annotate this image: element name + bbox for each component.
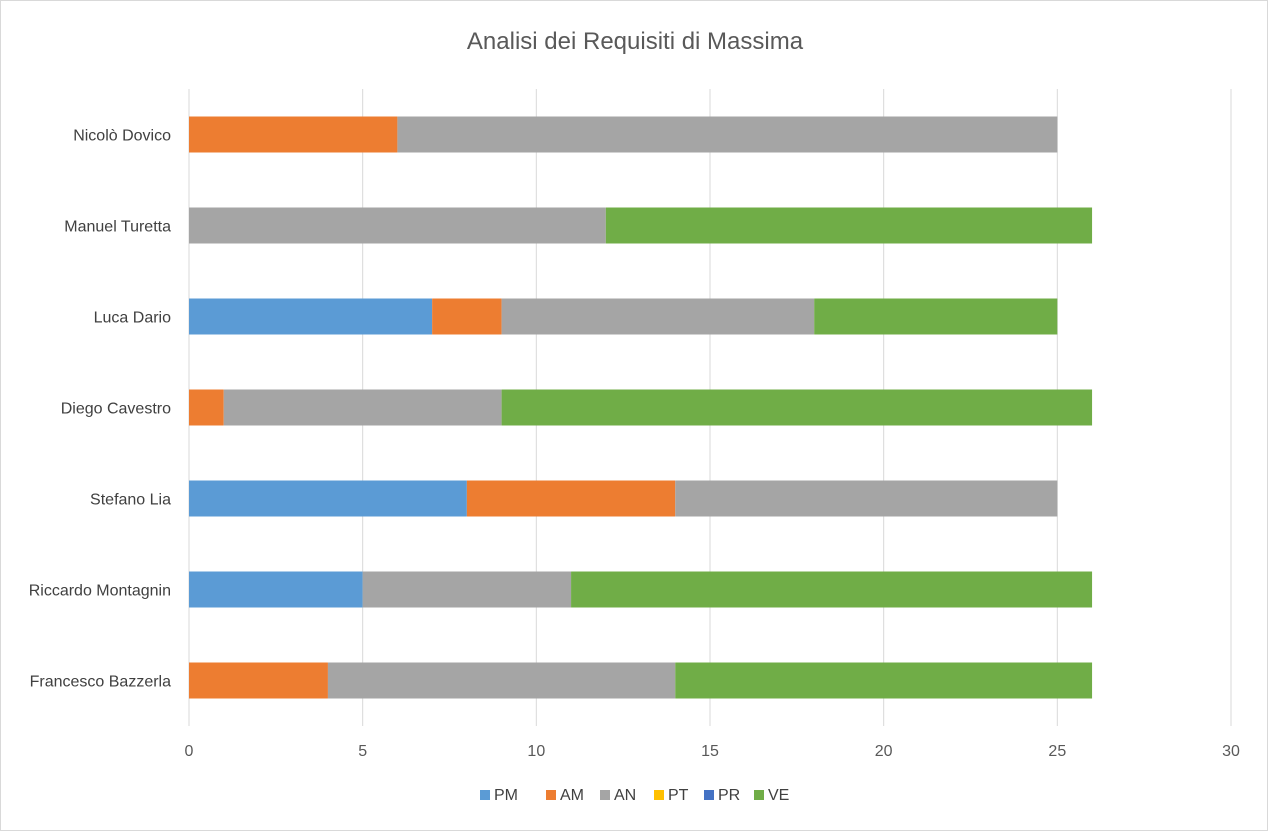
legend-label-pr: PR: [718, 787, 740, 804]
bar-an-5: [189, 207, 606, 244]
category-label: Stefano Lia: [90, 492, 171, 509]
x-tick-label: 10: [527, 743, 545, 760]
x-tick-label: 25: [1048, 743, 1066, 760]
bar-pm-1: [189, 571, 363, 608]
legend-swatch-pr: [704, 790, 714, 800]
category-label: Diego Cavestro: [61, 401, 171, 418]
bar-an-6: [397, 116, 1058, 153]
x-tick-label: 0: [185, 743, 194, 760]
bar-ve-3: [501, 389, 1093, 426]
bar-am-0: [189, 662, 328, 699]
bar-an-2: [675, 480, 1058, 517]
legend-swatch-ve: [754, 790, 764, 800]
category-label: Luca Dario: [94, 310, 171, 327]
bar-an-3: [223, 389, 502, 426]
x-tick-label: 20: [875, 743, 893, 760]
bar-am-6: [189, 116, 398, 153]
x-tick-label: 30: [1222, 743, 1240, 760]
category-label: Riccardo Montagnin: [29, 583, 171, 600]
bar-am-3: [189, 389, 224, 426]
bar-pm-4: [189, 298, 433, 335]
category-label: Manuel Turetta: [64, 219, 171, 236]
legend-label-ve: VE: [768, 787, 789, 804]
legend-swatch-an: [600, 790, 610, 800]
bar-an-1: [362, 571, 572, 608]
bar-pm-2: [189, 480, 467, 517]
legend-swatch-am: [546, 790, 556, 800]
legend-label-an: AN: [614, 787, 636, 804]
bar-ve-0: [675, 662, 1093, 699]
bar-am-2: [466, 480, 676, 517]
x-tick-label: 5: [358, 743, 367, 760]
category-labels: Francesco Bazzerla Riccardo Montagnin Stef…: [29, 128, 171, 691]
category-label: Nicolò Dovico: [73, 128, 171, 145]
bar-ve-4: [814, 298, 1058, 335]
legend-label-pt: PT: [668, 787, 689, 804]
x-tick-labels: 0 5 10 15 20 25 30: [185, 743, 1240, 760]
legend-label-pm: PM: [494, 787, 518, 804]
chart-title: Analisi dei Requisiti di Massima: [467, 28, 804, 55]
bar-am-4: [432, 298, 502, 335]
legend-label-am: AM: [560, 787, 584, 804]
category-label: Francesco Bazzerla: [30, 674, 171, 691]
bar-an-4: [501, 298, 815, 335]
bar-an-0: [327, 662, 676, 699]
legend: PM AM AN PT PR VE: [480, 787, 789, 804]
bars: [189, 116, 1093, 699]
bar-ve-5: [605, 207, 1093, 244]
legend-swatch-pm: [480, 790, 490, 800]
bar-ve-1: [571, 571, 1093, 608]
legend-swatch-pt: [654, 790, 664, 800]
x-tick-label: 15: [701, 743, 719, 760]
